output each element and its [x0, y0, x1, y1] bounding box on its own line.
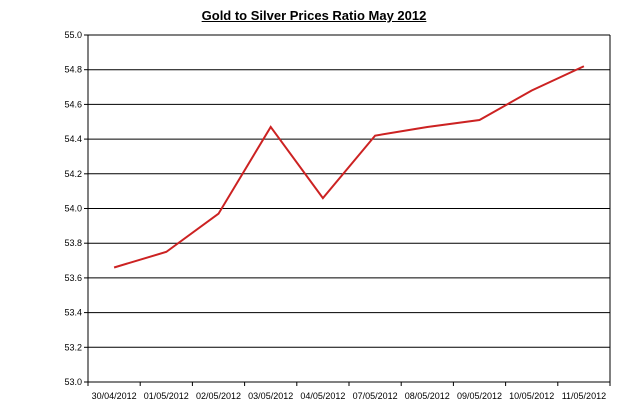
y-tick-label: 53.2	[64, 342, 82, 352]
y-tick-label: 54.6	[64, 99, 82, 109]
x-tick-label: 11/05/2012	[562, 391, 606, 401]
y-tick-label: 53.0	[64, 377, 82, 387]
y-tick-label: 54.0	[64, 204, 82, 214]
x-tick-label: 03/05/2012	[248, 391, 293, 401]
x-tick-label: 09/05/2012	[457, 391, 502, 401]
y-tick-label: 53.6	[64, 273, 82, 283]
y-tick-label: 54.4	[64, 134, 82, 144]
x-tick-label: 30/04/2012	[92, 391, 137, 401]
x-tick-label: 08/05/2012	[405, 391, 450, 401]
chart-title: Gold to Silver Prices Ratio May 2012	[201, 8, 427, 23]
series-line	[113, 65, 585, 269]
x-tick-label: 07/05/2012	[353, 391, 398, 401]
y-tick-label: 55.0	[64, 30, 82, 40]
y-tick-label: 54.2	[64, 169, 82, 179]
x-tick-label: 02/05/2012	[196, 391, 241, 401]
x-tick-label: 04/05/2012	[300, 391, 345, 401]
y-tick-label: 53.4	[64, 308, 82, 318]
x-tick-label: 01/05/2012	[144, 391, 189, 401]
x-tick-label: 10/05/2012	[509, 391, 554, 401]
y-tick-label: 54.8	[64, 65, 82, 75]
y-tick-label: 53.8	[64, 238, 82, 248]
